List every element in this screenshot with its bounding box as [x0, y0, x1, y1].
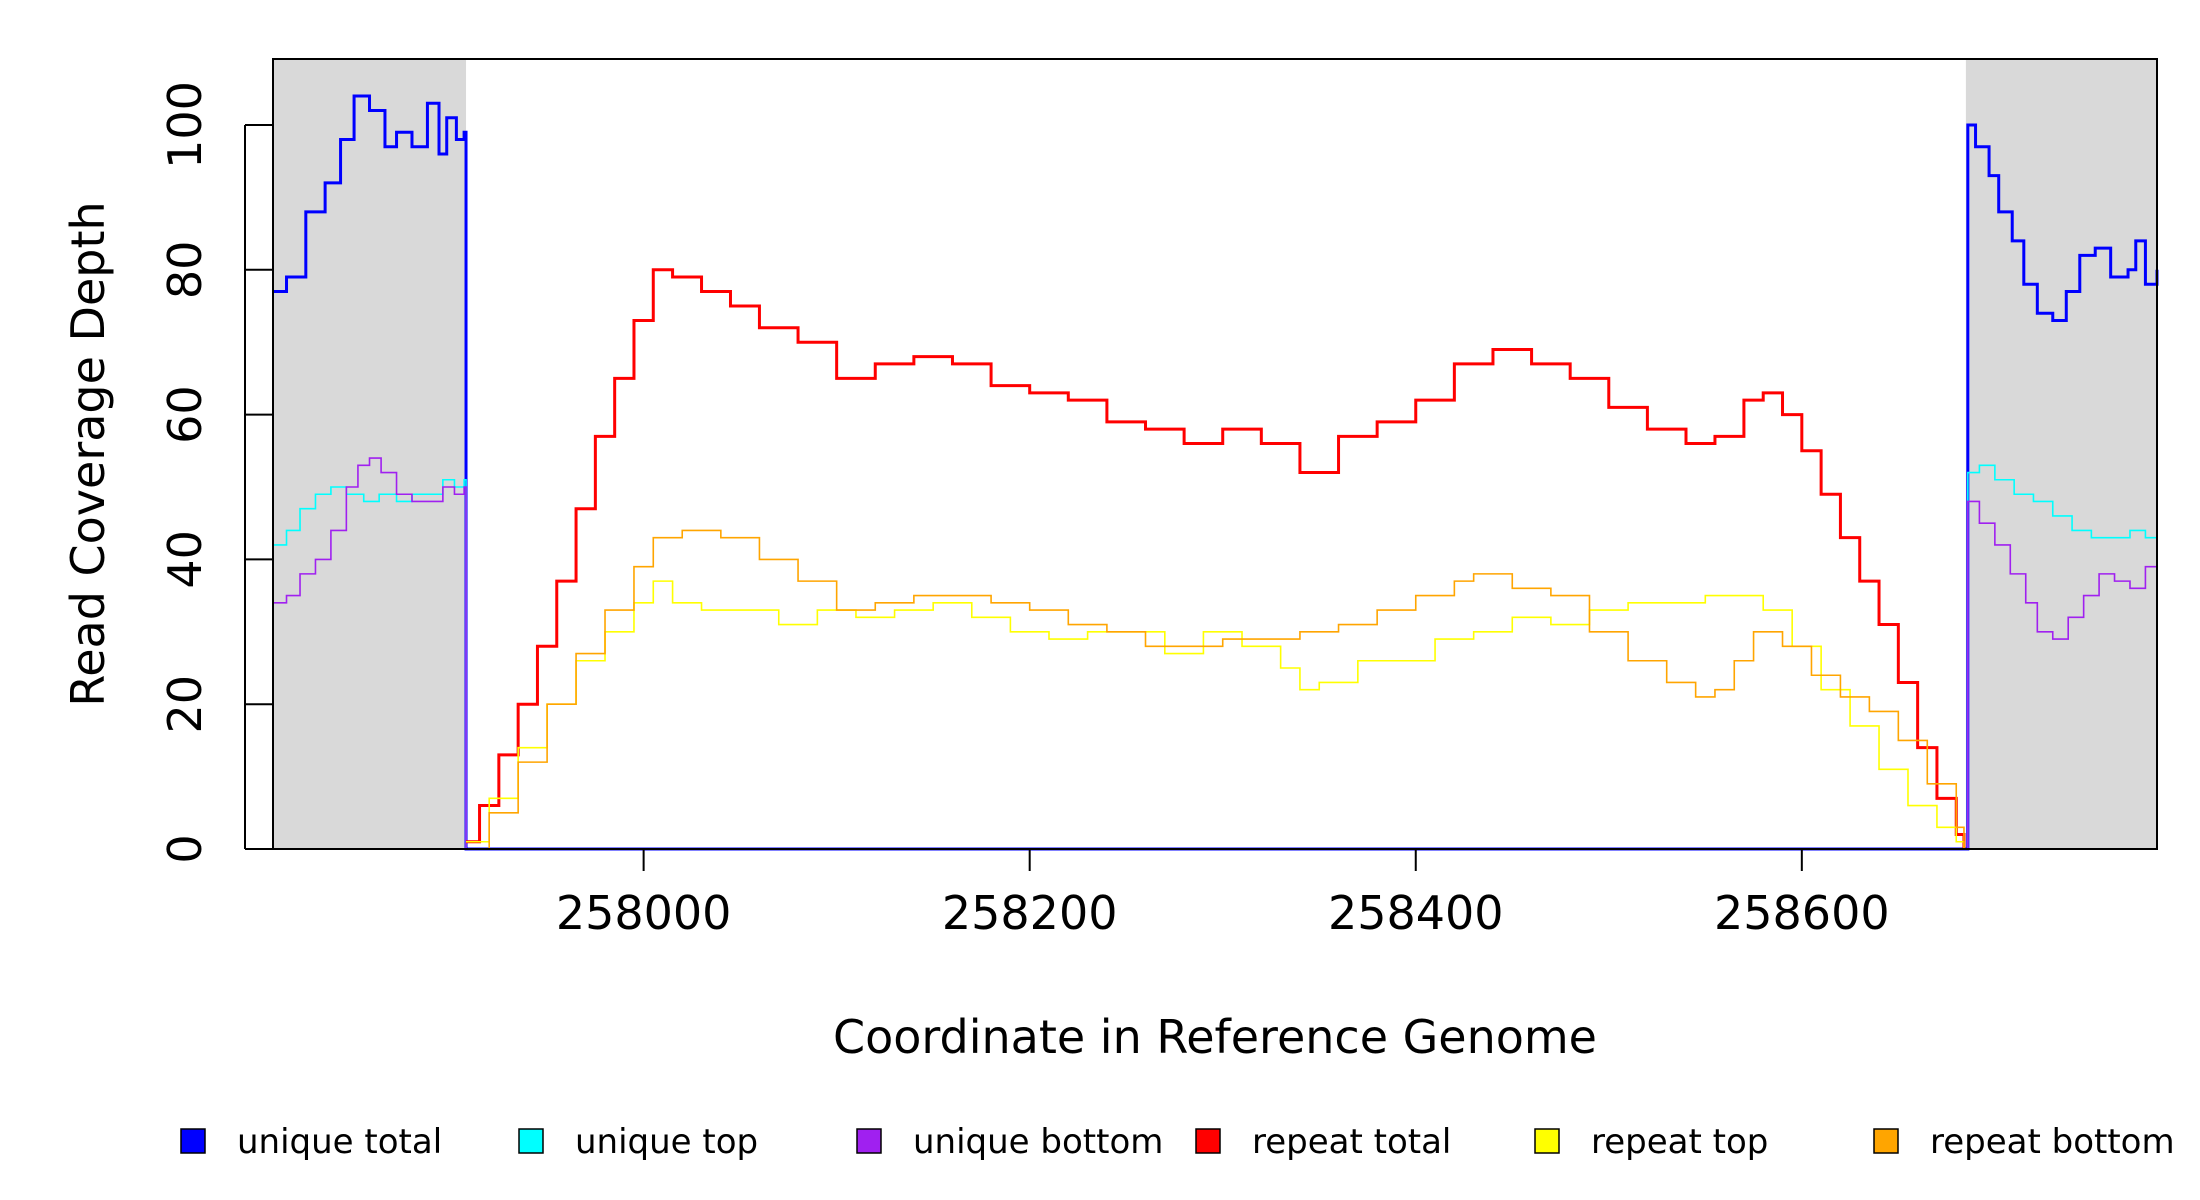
series-line-unique-top	[273, 464, 2158, 850]
y-axis-label: Read Coverage Depth	[61, 201, 115, 706]
series-lines	[273, 94, 2159, 851]
legend-label-unique-top: unique top	[575, 1122, 758, 1162]
legend-label-repeat-top: repeat top	[1591, 1122, 1768, 1162]
legend-label-repeat-bottom: repeat bottom	[1930, 1122, 2175, 1162]
y-axis: 0 20 40 60 80 100	[158, 81, 273, 864]
x-tick-label-258200: 258200	[942, 886, 1118, 940]
series-line-repeat-top	[466, 580, 1965, 849]
legend-swatch-unique-bottom	[856, 1128, 882, 1154]
legend-swatch-repeat-total	[1195, 1128, 1221, 1154]
x-tick-label-258400: 258400	[1328, 886, 1504, 940]
x-tick-label-258000: 258000	[556, 886, 732, 940]
legend: unique total unique top unique bottom repea…	[180, 1122, 2175, 1162]
legend-label-unique-total: unique total	[237, 1122, 442, 1162]
series-line-repeat-total	[466, 268, 1966, 849]
x-axis-label: Coordinate in Reference Genome	[833, 1010, 1597, 1064]
series-line-repeat-bottom	[466, 529, 1965, 850]
series-line-unique-total	[273, 94, 2159, 851]
shaded-region-2	[1965, 59, 2157, 849]
y-tick-label-100: 100	[158, 81, 212, 169]
plot-frame	[272, 58, 2158, 850]
y-tick-label-40: 40	[158, 530, 212, 589]
legend-label-unique-bottom: unique bottom	[913, 1122, 1163, 1162]
legend-swatch-unique-top	[518, 1128, 544, 1154]
series-line-unique-bottom	[273, 457, 2158, 850]
legend-label-repeat-total: repeat total	[1252, 1122, 1451, 1162]
y-tick-label-60: 60	[158, 385, 212, 444]
x-tick-label-258600: 258600	[1714, 886, 1890, 940]
y-tick-label-0: 0	[158, 834, 212, 863]
y-tick-label-20: 20	[158, 675, 212, 734]
legend-swatch-repeat-top	[1534, 1128, 1560, 1154]
y-tick-label-80: 80	[158, 241, 212, 300]
shaded-region-1	[273, 59, 467, 849]
legend-swatch-unique-total	[180, 1128, 206, 1154]
x-axis: 258000 258200 258400 258600	[556, 849, 1890, 940]
shaded-regions	[273, 59, 2157, 849]
legend-swatch-repeat-bottom	[1873, 1128, 1899, 1154]
